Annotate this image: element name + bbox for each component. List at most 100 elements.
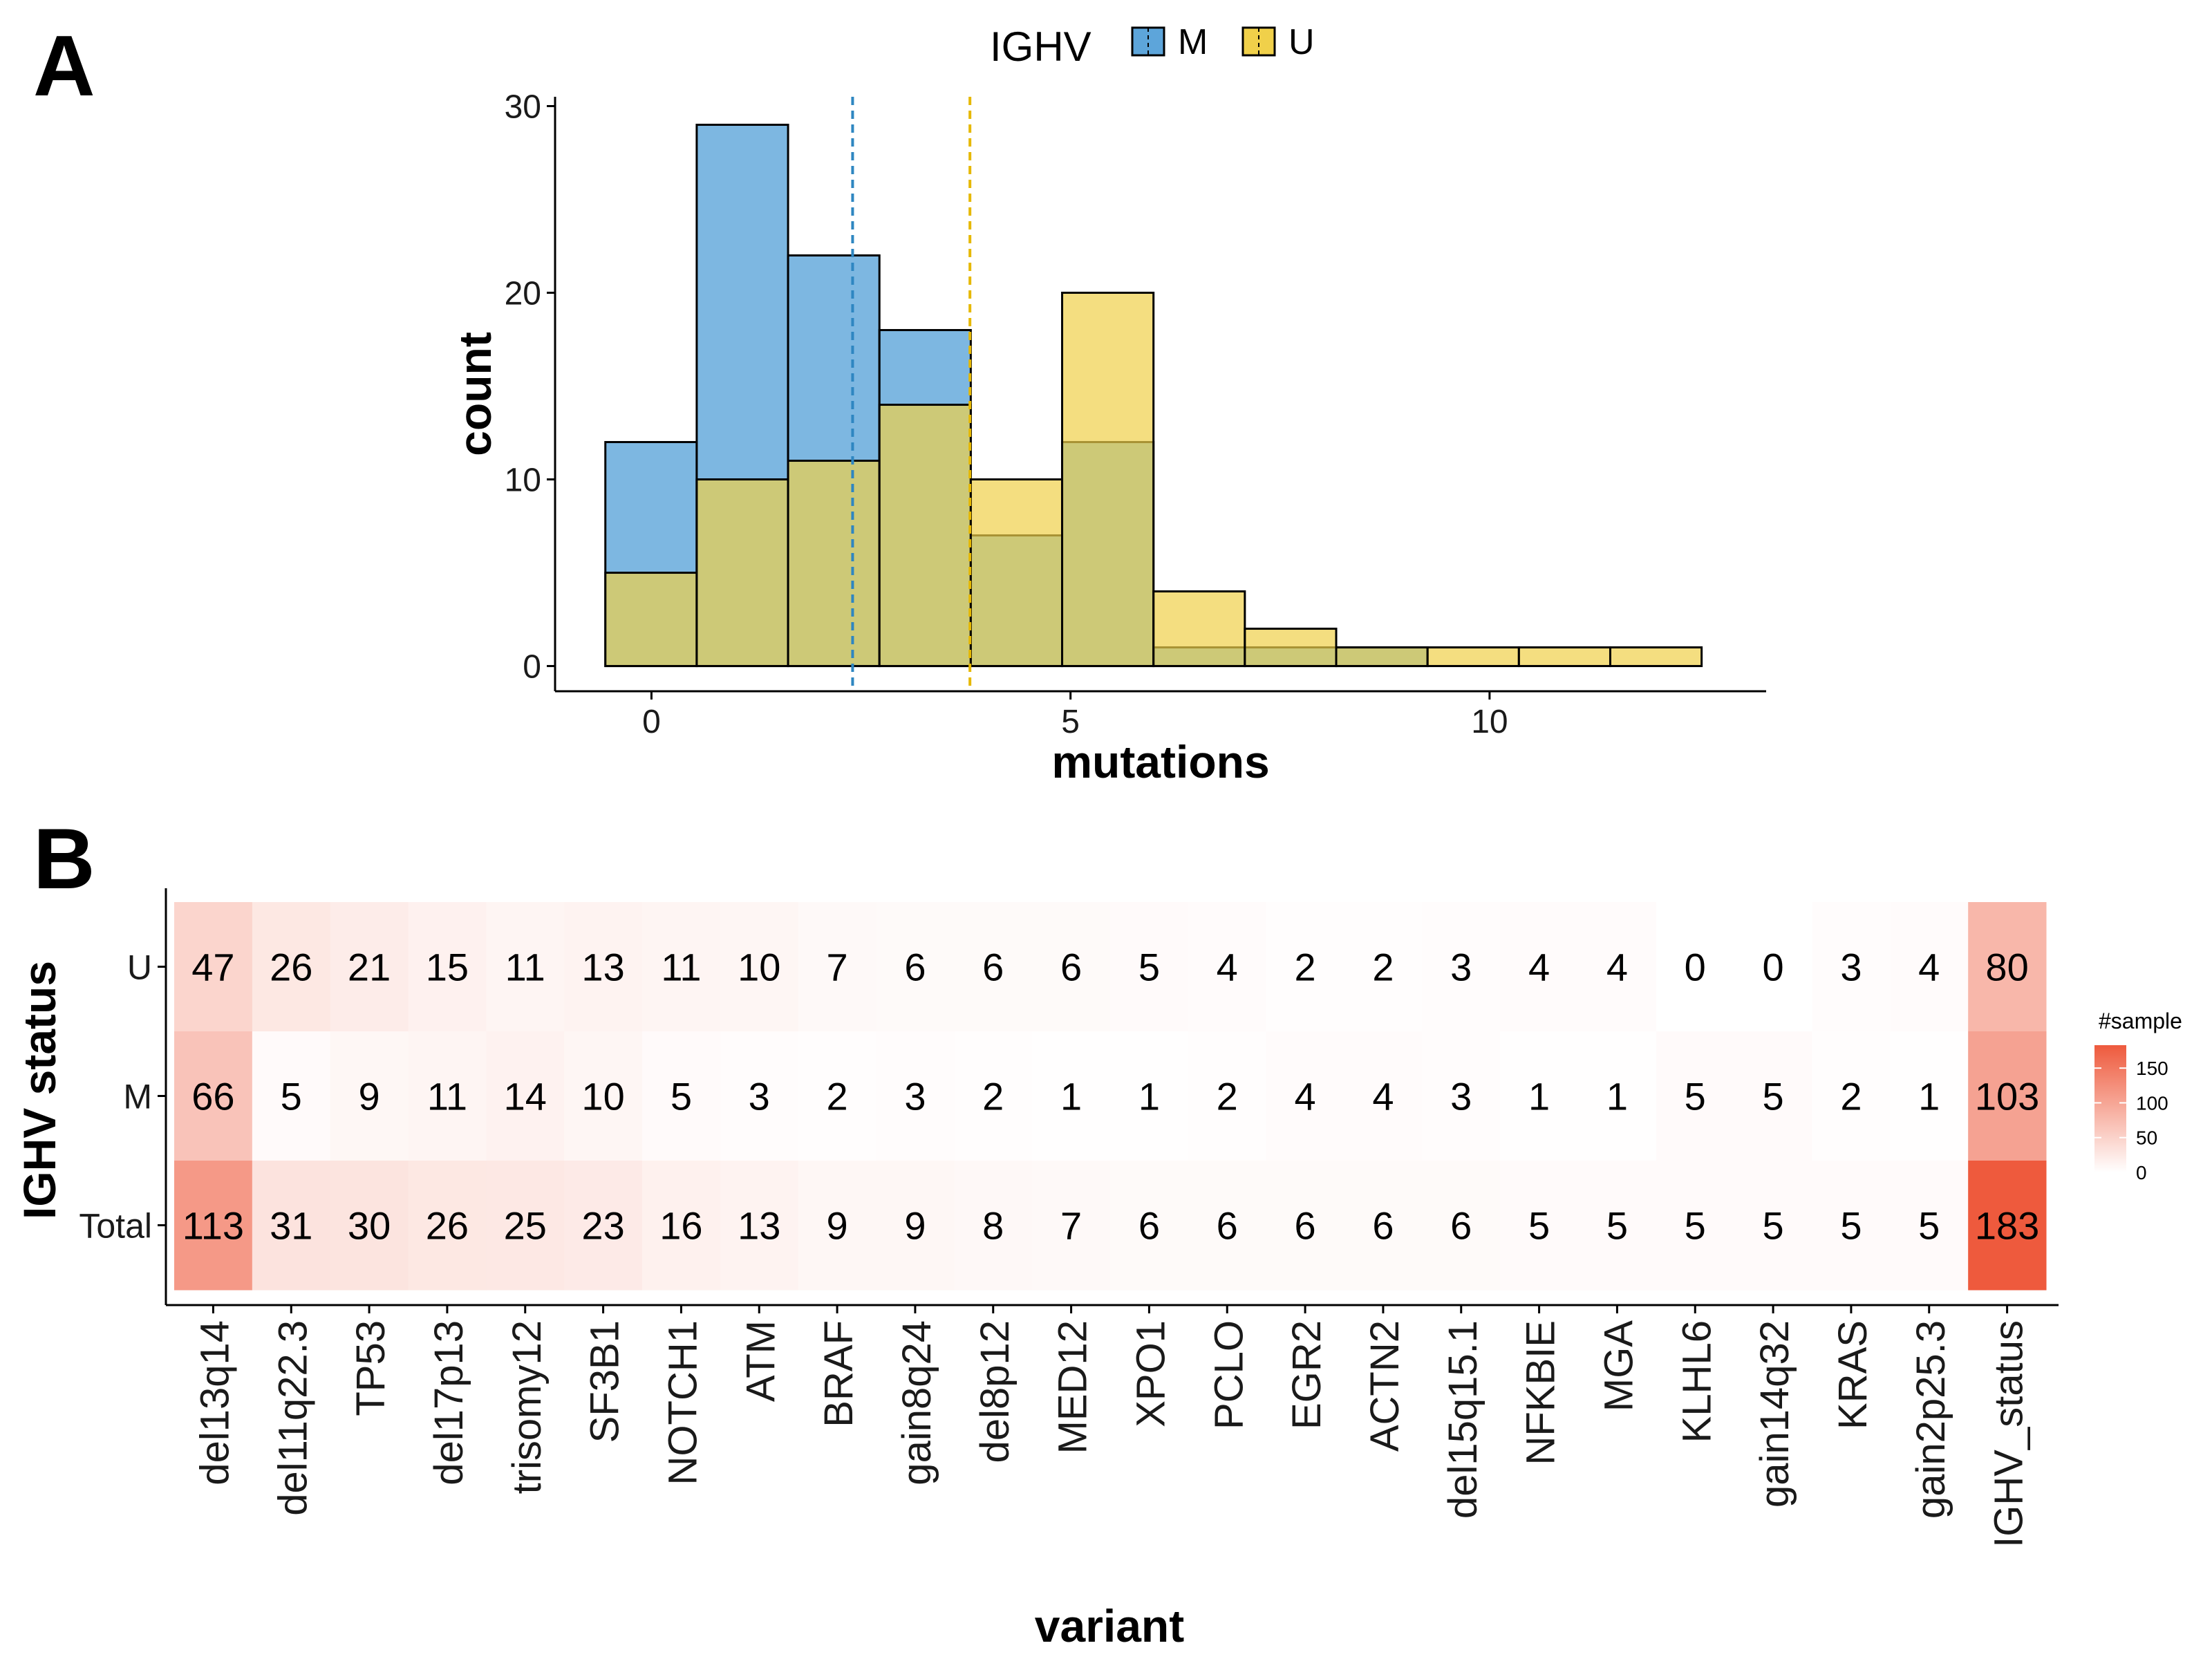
column-label: MED12	[1051, 1320, 1096, 1454]
heatmap-cell	[954, 1161, 1033, 1291]
heatmap-cell	[1656, 1161, 1735, 1291]
heatmap-cell-value: 5	[1528, 1204, 1550, 1248]
heatmap-cell	[564, 1161, 643, 1291]
heatmap-cell	[174, 1031, 253, 1161]
heatmap-cell	[876, 1161, 955, 1291]
heatmap-cell-value: 1	[1606, 1075, 1628, 1118]
heatmap-cell-value: 113	[182, 1204, 244, 1248]
y-tick-label: 30	[505, 89, 541, 126]
heatmap-cell-value: 4	[1918, 946, 1940, 989]
x-tick-label: 10	[1471, 704, 1508, 740]
heatmap-cell-value: 0	[1685, 946, 1706, 989]
panel-label-a: A	[33, 19, 95, 114]
heatmap-cell-value: 3	[1840, 946, 1862, 989]
heatmap-y-axis-title: IGHV status	[14, 961, 65, 1219]
heatmap-cell	[1110, 1161, 1189, 1291]
heatmap-cell-value: 5	[671, 1075, 692, 1118]
heatmap-cell	[564, 1031, 643, 1161]
column-label: TP53	[348, 1320, 393, 1416]
heatmap-cell-value: 2	[982, 1075, 1004, 1118]
bar-u-11	[1609, 646, 1703, 668]
row-label: U	[127, 948, 152, 987]
row-label: Total	[79, 1207, 152, 1246]
heatmap-cell	[876, 1031, 955, 1161]
colorbar: #sample 0 50 100 150	[2094, 1009, 2182, 1183]
heatmap-cell-value: 2	[1217, 1075, 1238, 1118]
heatmap-cell	[876, 902, 955, 1032]
column-label: IGHV_status	[1987, 1320, 2032, 1548]
heatmap-cell-value: 3	[749, 1075, 770, 1118]
heatmap-cell-value: 11	[505, 946, 545, 989]
heatmap-cell-value: 6	[1372, 1204, 1394, 1248]
heatmap-cell	[1188, 902, 1267, 1032]
heatmap-cell-value: 4	[1528, 946, 1550, 989]
heatmap-cell	[408, 1031, 487, 1161]
heatmap-cell	[486, 902, 565, 1032]
heatmap-cell	[1812, 902, 1891, 1032]
heatmap-cell-value: 47	[191, 946, 234, 989]
heatmap-cell	[1032, 1031, 1111, 1161]
heatmap-cell	[564, 902, 643, 1032]
heatmap-cell-value: 5	[1918, 1204, 1940, 1248]
column-label: MGA	[1596, 1320, 1641, 1412]
heatmap-cell	[798, 1161, 877, 1291]
column-label: ATM	[738, 1320, 783, 1402]
heatmap-cell	[1500, 1031, 1579, 1161]
legend-label-m: M	[1178, 22, 1208, 62]
heatmap-cells	[174, 902, 2047, 1291]
heatmap-cell-value: 23	[581, 1204, 624, 1248]
heatmap-cell-value: 103	[1975, 1075, 2039, 1118]
heatmap-cell-value: 4	[1217, 946, 1238, 989]
heatmap-cell	[1968, 1161, 2047, 1291]
column-label: KLHL6	[1674, 1320, 1719, 1443]
heatmap-cell	[798, 1031, 877, 1161]
heatmap-cell-value: 16	[659, 1204, 702, 1248]
legend-entry-m: M	[1131, 22, 1208, 62]
heatmap-cell	[642, 1161, 721, 1291]
heatmap-cell	[1344, 1031, 1423, 1161]
heatmap-cell	[798, 902, 877, 1032]
heatmap-cell	[1266, 902, 1344, 1032]
heatmap-cell-value: 15	[426, 946, 469, 989]
heatmap-cell-value: 11	[427, 1075, 467, 1118]
heatmap-cell	[720, 902, 799, 1032]
y-axis-title: count	[449, 332, 500, 456]
legend-title: IGHV	[990, 24, 1091, 70]
y-tick-label: 0	[523, 649, 541, 686]
legend-label-u: U	[1288, 22, 1315, 62]
heatmap-cell-value: 9	[359, 1075, 380, 1118]
heatmap-cell-value: 5	[1840, 1204, 1862, 1248]
heatmap-cell	[1032, 902, 1111, 1032]
heatmap-cell-value: 4	[1295, 1075, 1316, 1118]
heatmap-cell	[642, 902, 721, 1032]
column-label: BRAF	[816, 1320, 861, 1427]
heatmap-cell-value: 6	[982, 946, 1004, 989]
x-tick-label: 5	[1061, 704, 1080, 740]
heatmap-cell-value: 5	[1685, 1075, 1706, 1118]
heatmap-cell-value: 1	[1138, 1075, 1160, 1118]
heatmap-cell	[954, 1031, 1033, 1161]
heatmap-cell	[1344, 1161, 1423, 1291]
heatmap-cell-value: 183	[1975, 1204, 2039, 1248]
x-axis-title: mutations	[1051, 736, 1269, 787]
heatmap-x-axis-title: variant	[1035, 1600, 1184, 1651]
heatmap-cell-value: 2	[827, 1075, 848, 1118]
bar-u-8	[1335, 646, 1429, 668]
heatmap-cell	[408, 902, 487, 1032]
heatmap-cell	[1032, 1161, 1111, 1291]
heatmap-cell-value: 7	[1060, 1204, 1082, 1248]
x-tick-label: 0	[642, 704, 661, 740]
column-label: del8p12	[973, 1320, 1018, 1463]
heatmap-cell	[1266, 1161, 1344, 1291]
heatmap-cell	[1890, 1031, 1969, 1161]
column-label: SF3B1	[583, 1320, 628, 1443]
heatmap-cell	[1890, 902, 1969, 1032]
bar-u-4	[969, 478, 1064, 668]
heatmap-cell-value: 1	[1060, 1075, 1082, 1118]
heatmap-cell-value: 80	[1985, 946, 2028, 989]
heatmap-cell	[1578, 1031, 1657, 1161]
column-label: gain2p25.3	[1909, 1320, 1953, 1519]
panel-label-b: B	[33, 812, 95, 907]
heatmap-cell	[1968, 902, 2047, 1032]
heatmap-cell-value: 6	[1295, 1204, 1316, 1248]
